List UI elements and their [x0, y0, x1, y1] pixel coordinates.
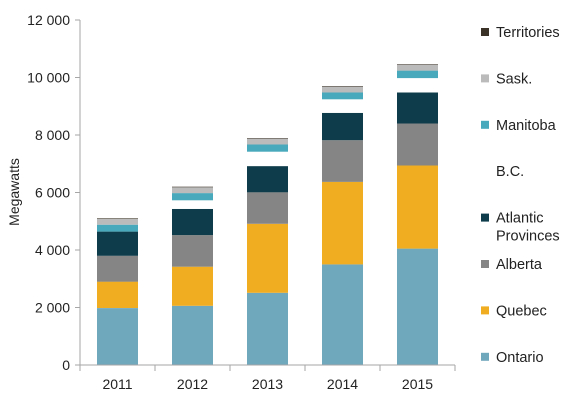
bar-segment: [397, 165, 438, 249]
legend-swatch: [481, 120, 489, 129]
bar-segment: [247, 138, 288, 139]
bar-segment: [397, 70, 438, 79]
bar-segment: [322, 92, 363, 100]
legend-label: Alberta: [496, 257, 543, 273]
bar-segment: [97, 255, 138, 282]
legend-item: Manitoba: [481, 118, 557, 134]
legend-label: Quebec: [496, 303, 547, 319]
x-tick-label: 2013: [252, 376, 283, 392]
legend-swatch: [481, 167, 489, 176]
y-tick-label: 10 000: [27, 70, 70, 86]
legend-swatch: [481, 260, 489, 268]
legend-swatch: [481, 74, 489, 83]
axes-group: 0 2 000 4 000 6 000 8 000 10 000 12 000 2011 201…: [27, 12, 456, 392]
y-tick-label: 12 000: [27, 12, 70, 28]
bar-segment: [97, 218, 138, 219]
bar-segment: [322, 99, 363, 113]
legend-swatch: [481, 352, 489, 361]
legend-label: Manitoba: [496, 118, 557, 134]
legend-label: B.C.: [496, 164, 524, 180]
legend-item: Sask.: [481, 71, 532, 87]
legend-swatch: [481, 28, 489, 36]
bar-segment: [397, 92, 438, 124]
legend-label: Ontario: [496, 350, 544, 366]
bar-segment: [97, 281, 138, 308]
y-axis-title: Megawatts: [6, 158, 22, 226]
legend-label: Atlantic: [496, 211, 544, 227]
legend-item: Territories: [481, 25, 560, 41]
bar-segment: [247, 144, 288, 152]
bar-segment: [172, 193, 213, 201]
bar-segment: [322, 86, 363, 87]
legend: Territories Sask. Manitoba B.C. Atlantic Prov…: [481, 25, 560, 366]
bar-segment: [322, 264, 363, 365]
bar-segment: [172, 187, 213, 194]
bar-segment: [322, 86, 363, 93]
legend-label: Territories: [496, 25, 560, 41]
bar-segment: [247, 151, 288, 167]
legend-item: B.C.: [481, 164, 524, 180]
legend-item: Quebec: [481, 303, 547, 319]
bar-segment: [397, 78, 438, 93]
legend-item: Alberta: [481, 257, 543, 273]
bar-segment: [247, 138, 288, 145]
bar-segment: [172, 208, 213, 236]
x-tick-label: 2015: [402, 376, 433, 392]
legend-label: Provinces: [496, 229, 560, 245]
bar-segment: [97, 308, 138, 365]
bar-segment: [172, 235, 213, 267]
y-tick-label: 8 000: [35, 127, 70, 143]
bar-segment: [322, 181, 363, 265]
y-tick-label: 0: [62, 357, 70, 373]
legend-item: Atlantic Provinces: [481, 211, 560, 245]
legend-swatch: [481, 213, 489, 222]
y-tick-label: 4 000: [35, 242, 70, 258]
bars-group: [97, 64, 438, 365]
bar-segment: [97, 218, 138, 225]
x-tick-label: 2014: [327, 376, 358, 392]
bar-segment: [172, 266, 213, 306]
y-tick-label: 2 000: [35, 300, 70, 316]
legend-label: Sask.: [496, 71, 532, 87]
bar-segment: [397, 64, 438, 65]
x-tick-label: 2012: [177, 376, 208, 392]
bar-segment: [247, 192, 288, 224]
bar-segment: [172, 200, 213, 209]
bar-segment: [172, 186, 213, 188]
y-tick-label: 6 000: [35, 185, 70, 201]
x-tick-label: 2011: [102, 376, 132, 392]
bar-segment: [397, 64, 438, 71]
legend-swatch: [481, 306, 489, 315]
bar-segment: [397, 248, 438, 365]
bar-segment: [247, 166, 288, 193]
bar-segment: [247, 223, 288, 293]
bar-segment: [322, 140, 363, 182]
bar-segment: [172, 305, 213, 365]
legend-item: Ontario: [481, 350, 544, 366]
bar-segment: [322, 112, 363, 141]
bar-segment: [397, 123, 438, 166]
bar-segment: [97, 231, 138, 256]
bar-segment: [247, 292, 288, 365]
bar-segment: [97, 224, 138, 232]
